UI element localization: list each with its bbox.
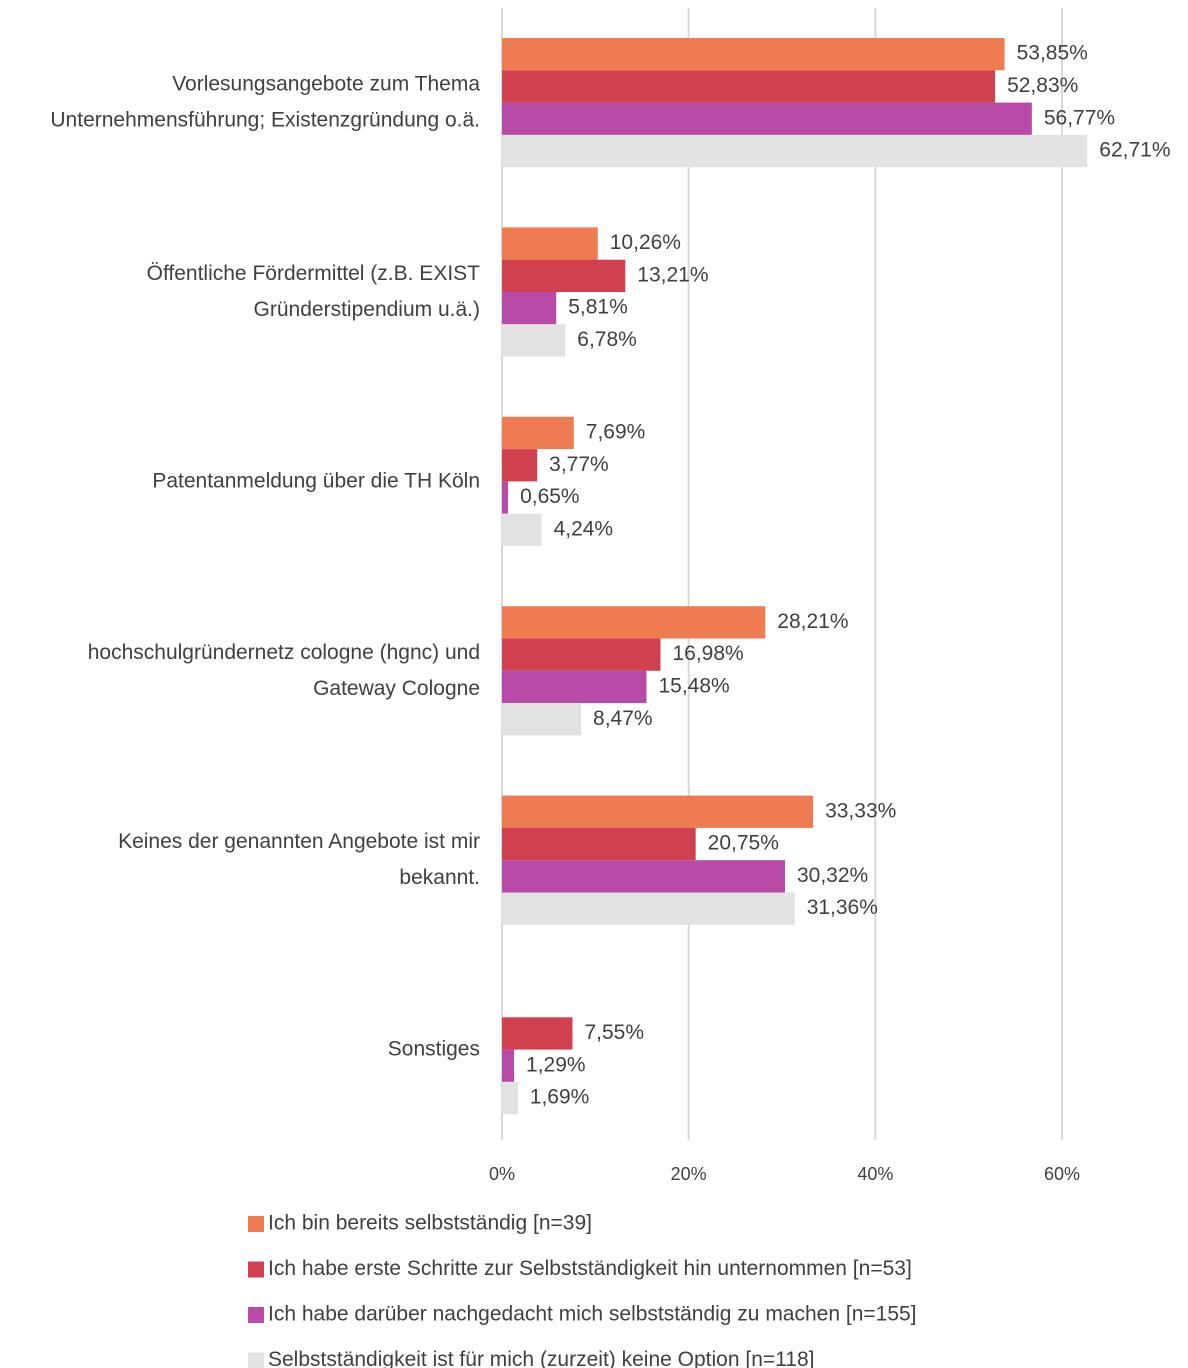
value-label: 62,71% (1099, 139, 1170, 162)
bar (502, 795, 814, 828)
value-label: 33,33% (825, 799, 896, 822)
bar (502, 703, 582, 736)
value-label: 28,21% (777, 610, 848, 633)
bar (502, 70, 996, 103)
value-label: 5,81% (568, 296, 628, 319)
value-label: 15,48% (658, 674, 729, 697)
bar (502, 1017, 573, 1050)
bar (502, 1081, 518, 1115)
category-label: Vorlesungsangebote zum Thema Unternehmens… (50, 72, 480, 131)
bar (502, 259, 626, 292)
bar (502, 638, 661, 671)
value-label: 7,55% (584, 1021, 644, 1044)
legend-label: Ich habe erste Schritte zur Selbstständi… (268, 1257, 912, 1280)
value-label: 0,65% (520, 485, 580, 508)
value-label: 6,78% (577, 328, 637, 351)
legend-label: Selbstständigkeit ist für mich (zurzeit)… (268, 1348, 814, 1368)
legend-swatch (248, 1307, 264, 1323)
x-tick-label: 40% (857, 1164, 893, 1184)
category-label: hochschulgründernetz cologne (hgnc) und G… (88, 640, 480, 699)
value-label: 4,24% (554, 517, 614, 540)
value-label: 16,98% (672, 642, 743, 665)
bar (502, 892, 795, 925)
bar (502, 324, 566, 357)
value-label: 56,77% (1044, 106, 1115, 129)
bar (502, 449, 538, 482)
bar (502, 513, 542, 546)
value-label: 1,69% (530, 1086, 590, 1109)
legend-swatch (248, 1261, 264, 1278)
value-label: 7,69% (586, 420, 646, 443)
bar (502, 292, 557, 325)
value-label: 31,36% (807, 896, 878, 919)
category-label: Sonstiges (388, 1037, 480, 1060)
bar (502, 1049, 515, 1082)
x-tick-label: 60% (1044, 1164, 1080, 1184)
category-label: Keines der genannten Angebote ist mir bek… (118, 830, 480, 889)
bar (502, 38, 1005, 71)
bar (502, 102, 1032, 135)
value-label: 20,75% (708, 832, 779, 855)
legend-swatch (248, 1352, 264, 1368)
legend-swatch (248, 1216, 264, 1232)
legend-label: Ich habe darüber nachgedacht mich selbst… (268, 1303, 917, 1326)
value-label: 53,85% (1017, 42, 1088, 65)
value-label: 10,26% (610, 231, 681, 254)
bar (502, 227, 598, 260)
bar (502, 670, 647, 704)
bar (502, 134, 1088, 168)
x-tick-label: 20% (671, 1164, 707, 1184)
value-label: 52,83% (1007, 74, 1078, 97)
bar (502, 416, 574, 450)
value-label: 1,29% (526, 1053, 586, 1076)
bar (502, 827, 696, 861)
value-label: 8,47% (593, 707, 653, 730)
bar (502, 481, 509, 514)
bar (502, 860, 785, 893)
value-label: 30,32% (797, 864, 868, 887)
legend-label: Ich bin bereits selbstständig [n=39] (268, 1212, 592, 1235)
x-tick-label: 0% (489, 1164, 515, 1184)
value-label: 3,77% (549, 453, 609, 476)
value-label: 13,21% (637, 263, 708, 286)
category-label: Öffentliche Fördermittel (z.B. EXIST Grün… (147, 262, 481, 321)
category-label: Patentanmeldung über die TH Köln (152, 469, 480, 492)
bar (502, 606, 766, 639)
